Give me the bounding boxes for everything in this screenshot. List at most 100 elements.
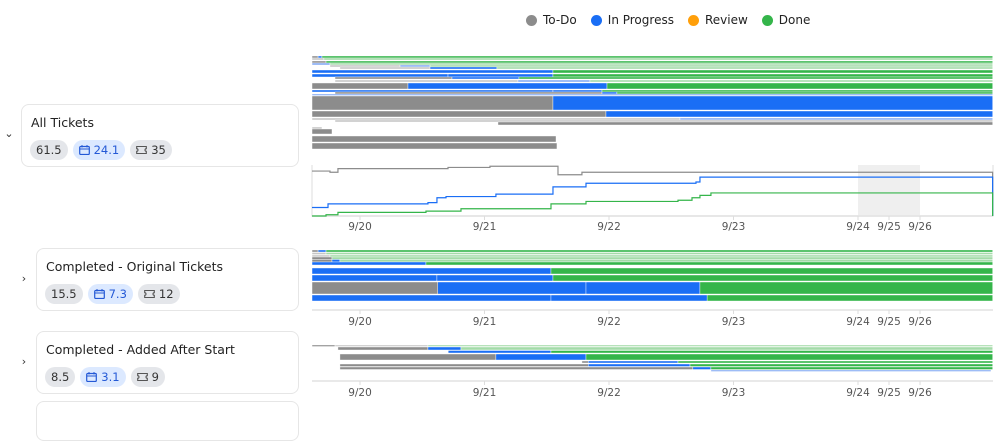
status-segment-prog-light[interactable]	[312, 94, 993, 96]
status-segment-todo[interactable]	[312, 61, 326, 63]
status-segment-prog-light[interactable]	[400, 65, 430, 67]
status-segment-done-light[interactable]	[332, 257, 993, 260]
ticket-row[interactable]	[312, 345, 993, 347]
ticket-row[interactable]	[312, 262, 993, 265]
status-segment-todo-light[interactable]	[312, 255, 330, 257]
status-segment-prog[interactable]	[312, 275, 437, 281]
ticket-row[interactable]	[312, 56, 993, 58]
status-segment-todo[interactable]	[340, 364, 588, 367]
status-segment-done[interactable]	[690, 364, 993, 367]
status-segment-prog[interactable]	[408, 83, 607, 89]
status-segment-todo[interactable]	[312, 83, 408, 89]
status-segment-todo[interactable]	[312, 250, 318, 252]
status-segment-done-light[interactable]	[590, 80, 993, 82]
status-segment-done-light[interactable]	[324, 58, 993, 60]
ticket-row[interactable]	[312, 94, 993, 96]
ticket-row[interactable]	[340, 367, 993, 370]
status-segment-done-light[interactable]	[330, 255, 993, 257]
ticket-row[interactable]	[312, 129, 332, 134]
status-segment-done[interactable]	[551, 351, 993, 354]
status-segment-todo[interactable]	[340, 367, 693, 370]
ticket-row[interactable]	[312, 63, 993, 65]
status-segment-done[interactable]	[551, 268, 993, 274]
status-segment-done-light[interactable]	[326, 253, 993, 255]
ticket-row[interactable]	[338, 347, 993, 350]
status-segment-done[interactable]	[553, 70, 993, 73]
ticket-row[interactable]	[312, 58, 993, 60]
ticket-row[interactable]	[312, 74, 993, 77]
ticket-row[interactable]	[312, 70, 993, 73]
status-segment-prog[interactable]	[588, 361, 678, 363]
status-segment-done-light[interactable]	[428, 345, 993, 347]
ticket-row[interactable]	[335, 77, 993, 79]
status-segment-todo[interactable]	[312, 136, 556, 142]
status-segment-done-light[interactable]	[461, 347, 993, 350]
status-segment-done[interactable]	[700, 282, 993, 294]
ticket-row[interactable]	[312, 275, 993, 281]
status-segment-prog[interactable]	[496, 354, 586, 360]
status-segment-done[interactable]	[426, 262, 993, 265]
ticket-row[interactable]	[312, 268, 993, 274]
status-segment-todo-light[interactable]	[335, 80, 518, 82]
status-segment-prog[interactable]	[312, 268, 551, 274]
ticket-row[interactable]	[312, 90, 993, 92]
status-segment-todo[interactable]	[335, 92, 602, 94]
status-segment-prog[interactable]	[553, 96, 993, 110]
status-segment-todo[interactable]	[338, 347, 428, 350]
status-segment-done[interactable]	[707, 295, 992, 301]
status-segment-prog[interactable]	[588, 364, 690, 367]
status-segment-todo-light[interactable]	[335, 120, 993, 122]
ticket-row[interactable]	[312, 96, 993, 110]
ticket-row[interactable]	[330, 65, 993, 67]
ticket-row[interactable]	[312, 260, 993, 263]
ticket-row[interactable]	[340, 364, 993, 367]
status-segment-todo-light[interactable]	[312, 253, 326, 255]
status-segment-todo[interactable]	[312, 56, 318, 58]
status-segment-prog[interactable]	[312, 74, 448, 77]
status-segment-prog[interactable]	[312, 70, 553, 73]
ticket-row[interactable]	[312, 253, 993, 255]
ticket-row[interactable]	[312, 250, 993, 252]
ticket-row[interactable]	[312, 111, 993, 117]
ticket-row[interactable]	[498, 122, 993, 125]
ticket-row[interactable]	[312, 83, 993, 89]
status-segment-done[interactable]	[553, 275, 993, 281]
ticket-row[interactable]	[582, 361, 993, 363]
status-segment-todo[interactable]	[312, 129, 332, 134]
status-segment-prog[interactable]	[551, 295, 707, 301]
ticket-row[interactable]	[448, 351, 992, 354]
status-segment-prog-light[interactable]	[680, 118, 993, 120]
status-segment-prog[interactable]	[318, 56, 322, 58]
status-segment-done[interactable]	[711, 367, 993, 370]
ticket-row[interactable]	[335, 92, 993, 94]
status-segment-todo[interactable]	[582, 361, 588, 363]
ticket-row[interactable]	[312, 118, 993, 120]
status-segment-todo[interactable]	[312, 111, 606, 117]
status-segment-todo-light[interactable]	[340, 67, 430, 69]
status-segment-done[interactable]	[678, 361, 993, 363]
ticket-row[interactable]	[312, 282, 993, 294]
status-segment-done[interactable]	[519, 77, 993, 79]
status-segment-prog[interactable]	[438, 282, 586, 294]
status-segment-prog-light[interactable]	[518, 80, 590, 82]
status-segment-todo[interactable]	[312, 96, 553, 110]
status-segment-done[interactable]	[607, 83, 993, 89]
status-segment-todo-light[interactable]	[330, 65, 400, 67]
ticket-row[interactable]	[340, 354, 993, 360]
status-segment-todo-light[interactable]	[312, 58, 324, 60]
status-segment-prog[interactable]	[553, 90, 602, 92]
status-segment-todo[interactable]	[312, 282, 438, 294]
ticket-row[interactable]	[312, 255, 993, 257]
status-segment-prog[interactable]	[312, 295, 551, 301]
status-segment-prog[interactable]	[602, 92, 617, 94]
status-segment-done[interactable]	[326, 250, 993, 252]
status-segment-todo[interactable]	[340, 354, 496, 360]
status-segment-prog[interactable]	[586, 282, 700, 294]
status-segment-prog[interactable]	[312, 262, 426, 265]
status-segment-todo-light[interactable]	[312, 127, 322, 129]
status-segment-prog-light[interactable]	[711, 370, 991, 372]
status-segment-done[interactable]	[602, 90, 993, 92]
ticket-row[interactable]	[312, 136, 556, 142]
status-segment-todo[interactable]	[312, 257, 332, 260]
status-segment-prog[interactable]	[437, 275, 553, 281]
